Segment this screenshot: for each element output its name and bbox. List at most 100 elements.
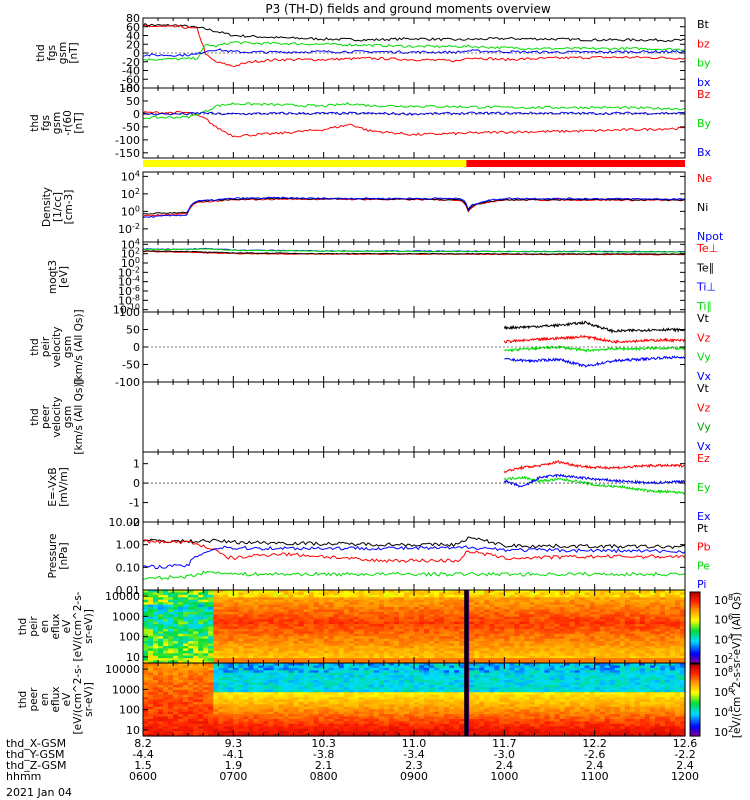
spectrogram-cell xyxy=(449,648,455,652)
spectrogram-cell xyxy=(228,655,234,659)
spectrogram-cell xyxy=(368,609,375,613)
spectrogram-cell xyxy=(629,658,636,662)
spectrogram-cell xyxy=(414,611,420,615)
spectrogram-cell xyxy=(634,655,641,659)
spectrogram-cell xyxy=(459,660,465,664)
spectrogram-cell xyxy=(343,631,350,635)
spectrogram-cell xyxy=(398,616,405,620)
spectrogram-cell xyxy=(143,597,149,601)
spectrogram-cell xyxy=(248,592,254,596)
spectrogram-cell xyxy=(293,619,300,623)
spectrogram-cell xyxy=(649,604,656,608)
spectrogram-cell xyxy=(253,614,259,618)
spectrogram-cell xyxy=(273,660,280,664)
spectrogram-cell xyxy=(293,633,300,637)
spectrogram-cell xyxy=(664,599,671,603)
spectrogram-cell xyxy=(649,650,656,654)
spectrogram-cell xyxy=(188,592,194,596)
spectrogram-cell xyxy=(288,594,295,598)
series-line-by xyxy=(142,41,686,62)
spectrogram-cell xyxy=(228,692,234,696)
spectrogram-cell xyxy=(409,604,415,608)
spectrogram-cell xyxy=(313,631,320,635)
spectrogram-cell xyxy=(143,692,149,696)
spectrogram-cell xyxy=(675,624,681,628)
spectrogram-cell xyxy=(559,599,566,603)
spectrogram-cell xyxy=(328,641,335,645)
spectrogram-cell xyxy=(208,719,214,722)
spectrogram-cell xyxy=(514,646,520,649)
spectrogram-cell xyxy=(303,597,310,601)
spectrogram-cell xyxy=(318,602,325,606)
spectrogram-cell xyxy=(273,636,280,640)
spectrogram-cell xyxy=(424,626,430,630)
spectrogram-cell xyxy=(529,633,535,637)
spectrogram-cell xyxy=(554,636,561,640)
spectrogram-cell xyxy=(263,709,269,713)
spectrogram-cell xyxy=(178,670,184,674)
spectrogram-cell xyxy=(158,704,164,708)
spectrogram-cell xyxy=(574,616,581,620)
spectrogram-cell xyxy=(173,699,179,703)
spectrogram-cell xyxy=(424,643,430,647)
spectrogram-cell xyxy=(173,677,179,681)
spectrogram-electron xyxy=(143,663,686,737)
spectrogram-cell xyxy=(479,592,485,596)
y-axis-label: fgs xyxy=(46,45,58,61)
spectrogram-cell xyxy=(363,614,370,618)
spectrogram-cell xyxy=(228,658,234,662)
spectrogram-cell xyxy=(243,599,249,603)
spectrogram-cell xyxy=(619,641,626,645)
spectrogram-cell xyxy=(233,721,239,725)
spectrogram-cell xyxy=(228,726,234,730)
spectrogram-cell xyxy=(323,633,330,637)
spectrogram-cell xyxy=(158,626,164,630)
spectrogram-cell xyxy=(649,658,656,662)
spectrogram-cell xyxy=(494,599,500,603)
spectrogram-cell xyxy=(664,638,671,642)
spectrogram-cell xyxy=(188,650,194,654)
spectrogram-cell xyxy=(388,616,395,620)
spectrogram-cell xyxy=(198,716,204,720)
spectrogram-cell xyxy=(228,653,234,657)
spectrogram-cell xyxy=(213,675,219,679)
spectrogram-cell xyxy=(198,614,204,618)
spectrogram-cell xyxy=(659,626,666,630)
spectrogram-cell xyxy=(584,638,591,642)
spectrogram-cell xyxy=(238,660,244,664)
spectrogram-cell xyxy=(293,599,300,603)
spectrogram-cell xyxy=(253,709,259,713)
spectrogram-cell xyxy=(449,619,455,623)
spectrogram-cell xyxy=(564,609,571,613)
spectrogram-cell xyxy=(283,624,290,628)
spectrogram-cell xyxy=(213,607,219,610)
spectrogram-cell xyxy=(218,616,224,620)
spectrogram-cell xyxy=(283,607,290,610)
spectrogram-cell xyxy=(158,609,164,613)
spectrogram-cell xyxy=(649,653,656,657)
spectrogram-cell xyxy=(348,628,355,632)
spectrogram-cell xyxy=(499,590,505,593)
spectrogram-cell xyxy=(278,628,285,632)
spectrogram-cell xyxy=(143,599,149,603)
spectrogram-cell xyxy=(173,641,179,645)
spectrogram-cell xyxy=(494,607,500,610)
spectrogram-cell xyxy=(318,655,325,659)
spectrogram-cell xyxy=(659,614,666,618)
spectrogram-cell xyxy=(414,594,420,598)
spectrogram-cell xyxy=(273,709,280,713)
spectrogram-cell xyxy=(634,614,641,618)
spectrogram-cell xyxy=(158,694,164,698)
spectrogram-cell xyxy=(659,660,666,664)
spectrogram-cell xyxy=(414,658,420,662)
spectrogram-cell xyxy=(429,650,435,654)
spectrogram-cell xyxy=(183,711,189,715)
spectrogram-cell xyxy=(419,619,425,623)
spectrogram-cell xyxy=(680,636,686,640)
spectrogram-cell xyxy=(293,590,300,593)
spectrogram-cell xyxy=(434,594,440,598)
spectrogram-cell xyxy=(579,621,586,625)
spectrogram-cell xyxy=(233,590,239,593)
spectrogram-cell xyxy=(273,675,280,679)
spectrogram-cell xyxy=(183,619,189,623)
